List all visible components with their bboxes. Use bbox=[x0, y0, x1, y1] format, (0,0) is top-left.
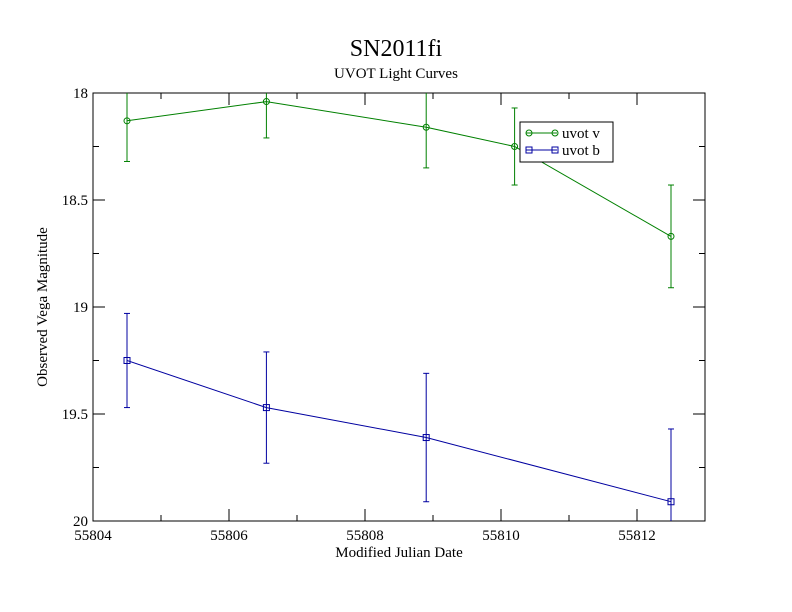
chart-title: SN2011fi bbox=[350, 36, 443, 62]
data-point bbox=[511, 143, 519, 150]
y-tick-label: 18.5 bbox=[62, 193, 88, 209]
legend-marker bbox=[525, 129, 533, 137]
legend-label: uvot b bbox=[562, 143, 600, 159]
series-uvot-b bbox=[123, 312, 675, 521]
legend-item: uvot v bbox=[525, 126, 600, 142]
y-tick-label: 18 bbox=[73, 86, 88, 102]
data-point bbox=[667, 498, 675, 506]
y-tick-label: 20 bbox=[73, 514, 88, 530]
x-tick-label: 55804 bbox=[74, 528, 112, 544]
series-layer bbox=[123, 93, 675, 521]
legend-item: uvot b bbox=[525, 143, 600, 159]
y-axis-label: Observed Vega Magnitude bbox=[35, 227, 51, 387]
x-tick-label: 55808 bbox=[346, 528, 384, 544]
data-point bbox=[262, 98, 270, 106]
chart-subtitle: UVOT Light Curves bbox=[334, 66, 458, 82]
x-axis: 55804 55806 55808 55810 55812 bbox=[74, 93, 656, 544]
data-point bbox=[123, 357, 131, 364]
legend-label: uvot v bbox=[562, 126, 600, 142]
series-uvot-v bbox=[123, 93, 675, 289]
data-point bbox=[123, 117, 131, 125]
x-tick-label: 55810 bbox=[482, 528, 520, 544]
x-tick-label: 55806 bbox=[210, 528, 248, 544]
legend-marker bbox=[551, 146, 559, 154]
legend-box bbox=[519, 121, 614, 163]
series-line bbox=[126, 360, 672, 503]
legend-marker bbox=[551, 129, 559, 137]
legend-marker bbox=[525, 146, 533, 154]
y-tick-label: 19.5 bbox=[62, 407, 88, 423]
y-tick-label: 19 bbox=[73, 300, 88, 316]
data-point bbox=[422, 434, 430, 442]
y-axis: 18 18.5 19 19.5 20 bbox=[62, 86, 705, 530]
data-point bbox=[422, 123, 430, 131]
data-point bbox=[262, 404, 270, 412]
x-tick-label: 55812 bbox=[618, 528, 656, 544]
x-axis-label: Modified Julian Date bbox=[335, 545, 463, 561]
data-point bbox=[667, 232, 675, 240]
